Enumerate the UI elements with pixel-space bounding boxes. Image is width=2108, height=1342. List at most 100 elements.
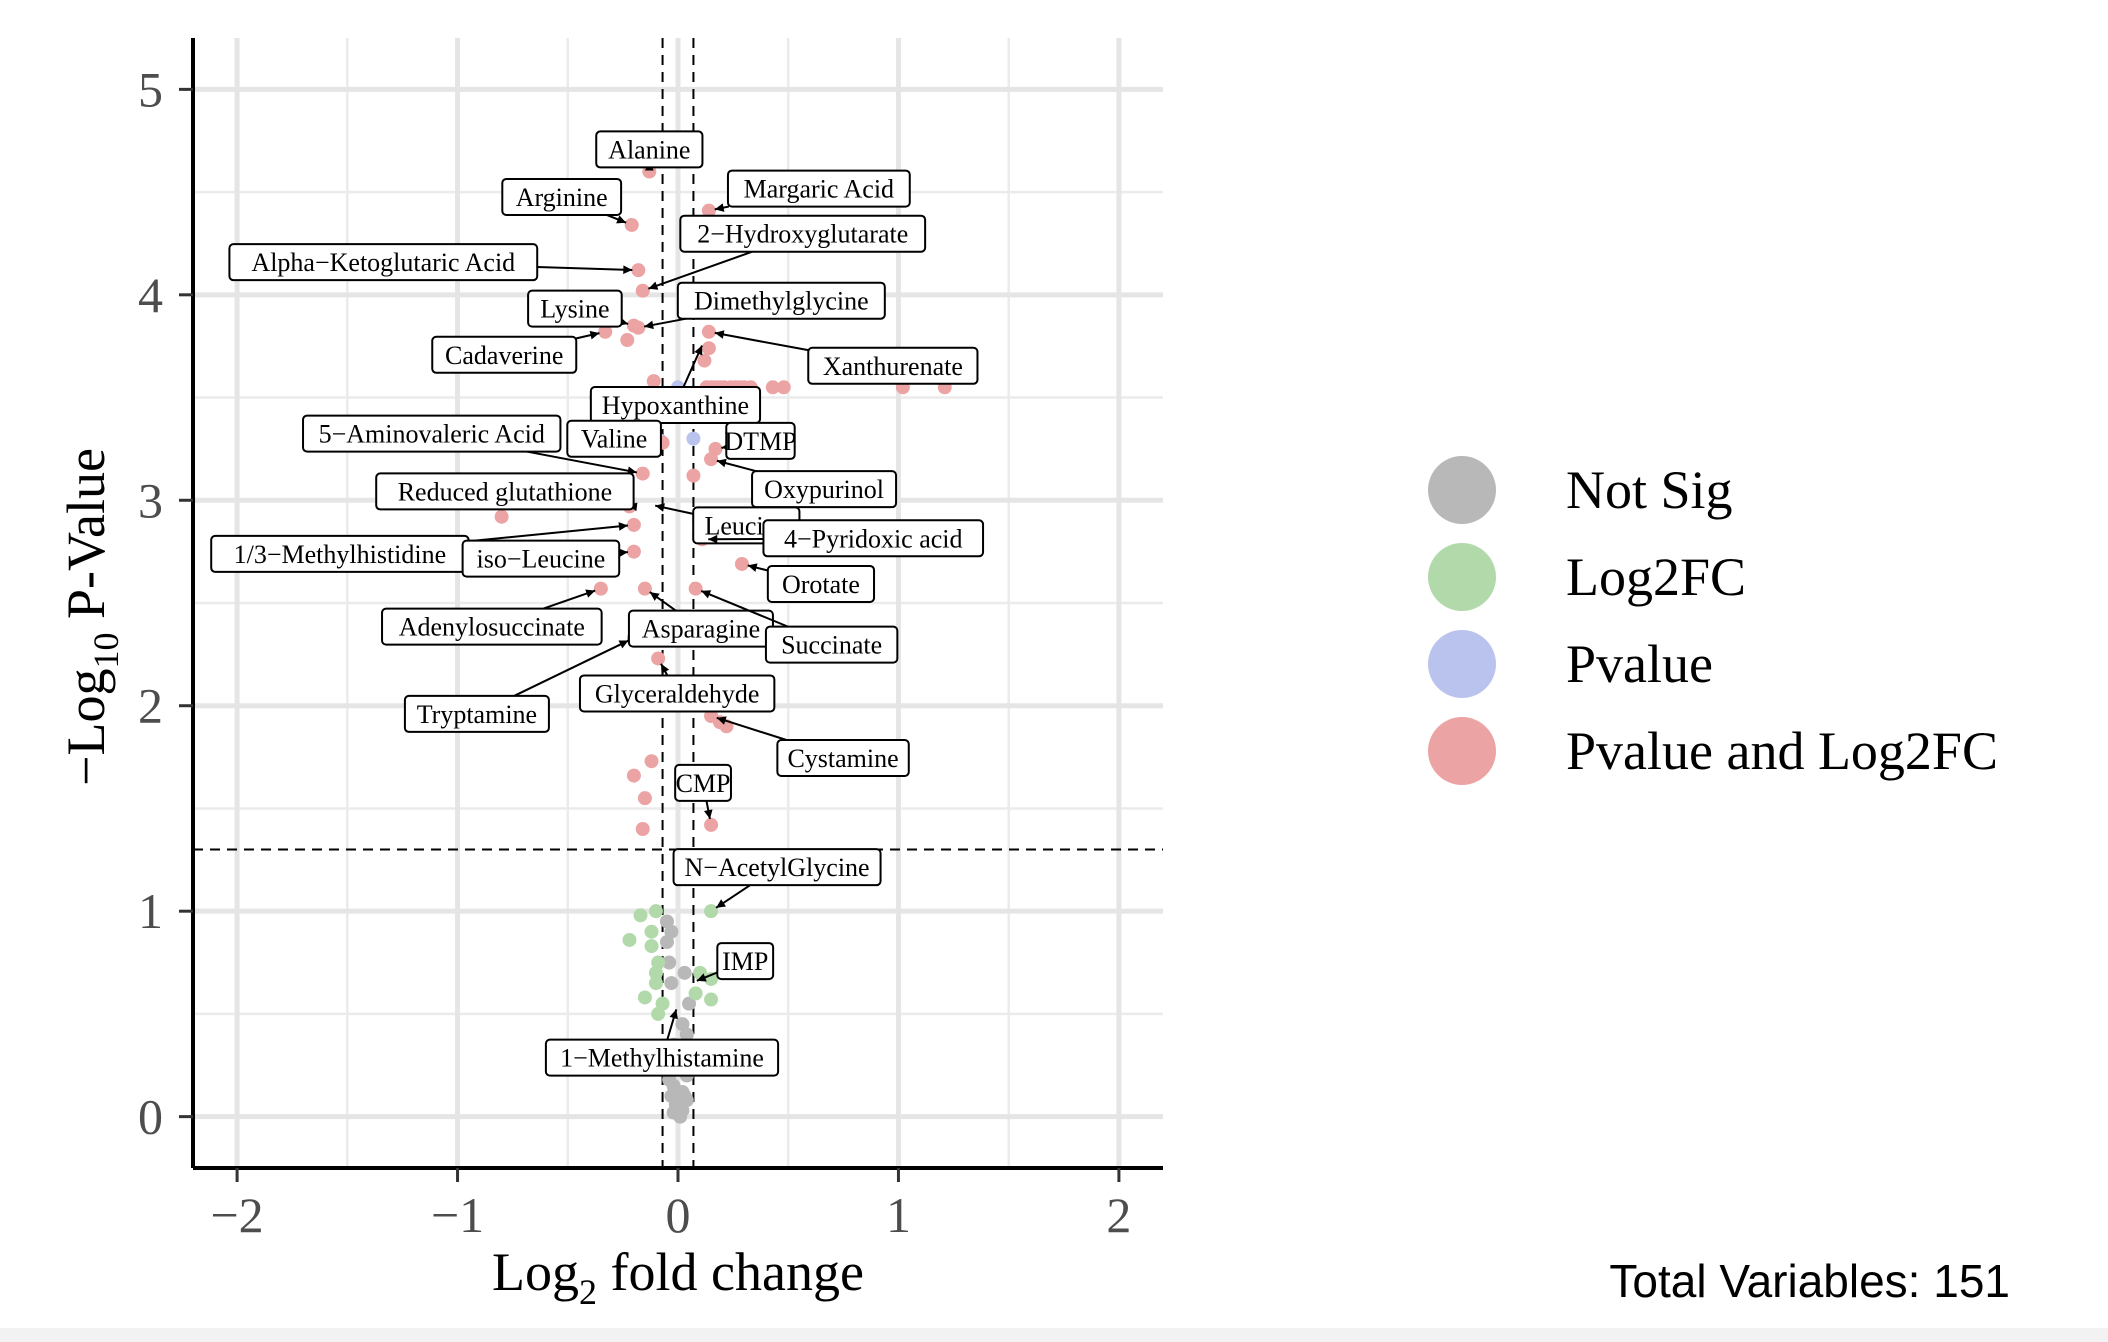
data-point bbox=[637, 791, 652, 806]
x-axis-title: Log2 fold change bbox=[492, 1242, 864, 1312]
legend-item: Pvalue and Log2FC bbox=[1428, 717, 1998, 785]
annotation-arrow bbox=[716, 716, 787, 741]
data-point bbox=[686, 431, 701, 446]
annotation-label: Tryptamine bbox=[417, 700, 537, 729]
data-point bbox=[673, 1109, 688, 1124]
annotation-box bbox=[228, 243, 539, 282]
point-annotation: Hypoxanthine bbox=[589, 345, 762, 425]
data-point bbox=[664, 976, 679, 991]
data-point bbox=[648, 904, 663, 919]
annotation-label: Adenylosuccinate bbox=[399, 613, 585, 642]
legend-label: Log2FC bbox=[1566, 547, 1746, 607]
data-point bbox=[646, 374, 661, 389]
data-point bbox=[776, 380, 791, 395]
point-annotation: CMP bbox=[674, 763, 732, 820]
data-point bbox=[598, 324, 613, 339]
data-point bbox=[765, 380, 780, 395]
y-tick-label: 3 bbox=[138, 472, 163, 528]
annotation-arrowhead bbox=[714, 203, 725, 212]
annotation-arrowhead bbox=[747, 563, 758, 572]
annotation-box bbox=[676, 281, 886, 320]
annotation-arrow bbox=[714, 331, 809, 352]
annotation-arrowhead bbox=[618, 522, 628, 531]
annotation-box bbox=[716, 942, 775, 981]
data-point bbox=[655, 996, 670, 1011]
point-annotations: Alanine Margaric Acid Arginine 2−Hydroxyglu… bbox=[210, 130, 985, 1077]
annotation-arrowhead bbox=[623, 265, 633, 275]
annotation-arrow bbox=[543, 589, 596, 610]
annotation-label: N−AcetylGlycine bbox=[685, 853, 870, 882]
point-annotation: Leucine bbox=[654, 503, 801, 545]
annotation-label: 5−Aminovaleric Acid bbox=[319, 420, 545, 449]
annotation-arrowhead bbox=[618, 640, 629, 649]
point-annotation: Glyceraldehyde bbox=[578, 663, 776, 713]
annotation-box bbox=[595, 130, 704, 169]
annotation-arrowhead bbox=[661, 663, 670, 674]
data-point bbox=[704, 904, 719, 919]
annotation-label: Cystamine bbox=[787, 744, 898, 773]
annotation-box bbox=[776, 739, 910, 777]
annotation-arrowhead bbox=[655, 503, 665, 512]
data-point bbox=[635, 822, 650, 836]
x-tick-label: −1 bbox=[431, 1187, 484, 1243]
point-annotation: Alpha−Ketoglutaric Acid bbox=[228, 243, 633, 282]
legend-item: Not Sig bbox=[1428, 456, 1733, 524]
data-point bbox=[704, 817, 719, 832]
annotation-box bbox=[566, 419, 662, 458]
y-tick-label: 5 bbox=[138, 61, 163, 117]
annotation-arrowhead bbox=[589, 330, 600, 340]
point-annotation: Margaric Acid bbox=[714, 169, 911, 212]
x-tick-label: 2 bbox=[1106, 1187, 1131, 1243]
data-point bbox=[701, 203, 716, 218]
data-point bbox=[635, 466, 650, 481]
legend-swatch bbox=[1428, 543, 1496, 611]
annotation-box bbox=[766, 564, 876, 603]
data-point bbox=[626, 517, 641, 532]
point-annotation: IMP bbox=[696, 942, 775, 982]
annotation-box bbox=[807, 346, 979, 385]
point-annotation: Succinate bbox=[700, 589, 899, 664]
point-annotation: Reduced glutathione bbox=[375, 472, 638, 512]
data-point bbox=[637, 990, 652, 1005]
annotation-label: Xanthurenate bbox=[823, 352, 963, 381]
data-point bbox=[644, 939, 659, 954]
data-point bbox=[593, 581, 608, 596]
point-annotation: 1/3−Methylhistidine bbox=[210, 522, 629, 573]
data-point bbox=[677, 1089, 692, 1104]
data-point bbox=[662, 955, 677, 970]
annotation-label: Succinate bbox=[781, 631, 882, 660]
x-tick-label: 0 bbox=[666, 1187, 691, 1243]
axes: −2 −1 0 1 2 0 1 2 3 4 5 Log2 fold change −Log10 P-Va… bbox=[56, 38, 1163, 1312]
data-point bbox=[494, 509, 509, 524]
annotation-box bbox=[302, 414, 562, 453]
legend-item: Pvalue bbox=[1428, 630, 1713, 698]
point-annotation: Dimethylglycine bbox=[644, 281, 886, 330]
data-point bbox=[682, 996, 697, 1011]
legend-label: Pvalue bbox=[1566, 634, 1713, 694]
annotation-arrow bbox=[513, 639, 629, 697]
point-annotation: Valine bbox=[566, 419, 662, 458]
point-annotation: Xanthurenate bbox=[714, 330, 979, 385]
y-tick-label: 0 bbox=[138, 1089, 163, 1145]
data-point bbox=[644, 924, 659, 939]
annotation-box bbox=[672, 848, 882, 887]
data-point bbox=[648, 976, 663, 991]
annotation-arrowhead bbox=[669, 1009, 678, 1020]
annotation-box bbox=[726, 169, 911, 208]
data-point bbox=[631, 320, 646, 335]
annotation-arrow bbox=[468, 524, 629, 543]
annotation-label: IMP bbox=[722, 947, 768, 976]
annotation-label: Reduced glutathione bbox=[398, 477, 612, 506]
data-point bbox=[734, 556, 749, 571]
point-annotation: 2−Hydroxyglutarate bbox=[648, 214, 927, 290]
data-point bbox=[620, 333, 635, 348]
annotation-label: 1/3−Methylhistidine bbox=[234, 540, 447, 569]
annotation-box bbox=[751, 470, 898, 509]
legend: Not Sig Log2FC Pvalue Pvalue and Log2FC bbox=[1428, 456, 1998, 785]
point-annotation: Orotate bbox=[747, 563, 876, 603]
annotation-arrowhead bbox=[694, 345, 703, 356]
point-annotation: 5−Aminovaleric Acid bbox=[302, 414, 638, 476]
point-annotation: Arginine bbox=[501, 177, 627, 224]
x-tick-label: 1 bbox=[886, 1187, 911, 1243]
